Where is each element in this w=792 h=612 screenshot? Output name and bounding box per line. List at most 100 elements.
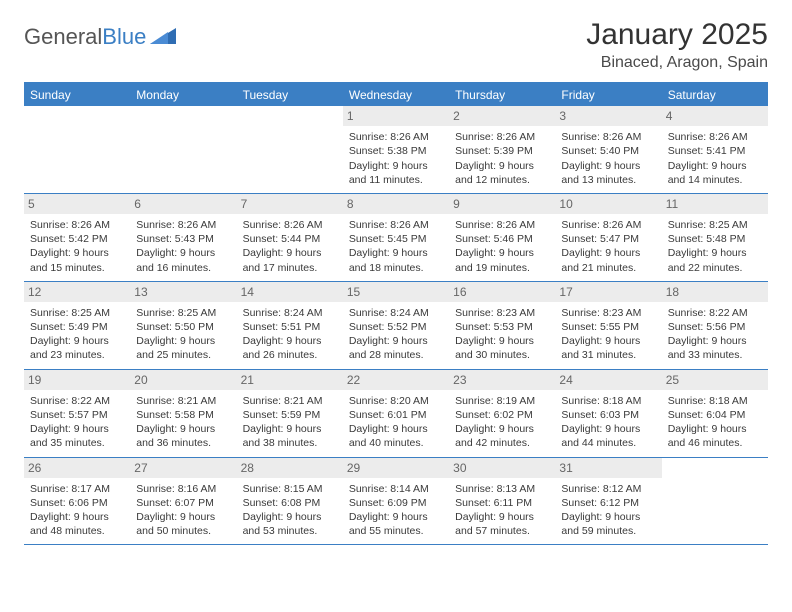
day-number: 4 (662, 106, 768, 126)
sunset-text: Sunset: 5:51 PM (243, 320, 337, 334)
sunset-text: Sunset: 5:40 PM (561, 144, 655, 158)
daylight-text: Daylight: 9 hours and 38 minutes. (243, 422, 337, 450)
sunset-text: Sunset: 5:46 PM (455, 232, 549, 246)
sunrise-text: Sunrise: 8:26 AM (455, 218, 549, 232)
day-number: 27 (130, 458, 236, 478)
day-info: Sunrise: 8:14 AMSunset: 6:09 PMDaylight:… (349, 482, 443, 539)
header: GeneralBlue January 2025 Binaced, Aragon… (24, 18, 768, 72)
day-number: 31 (555, 458, 661, 478)
calendar-cell: 16Sunrise: 8:23 AMSunset: 5:53 PMDayligh… (449, 282, 555, 369)
day-number: 18 (662, 282, 768, 302)
day-number: 13 (130, 282, 236, 302)
sunset-text: Sunset: 5:47 PM (561, 232, 655, 246)
calendar-cell: 1Sunrise: 8:26 AMSunset: 5:38 PMDaylight… (343, 106, 449, 193)
sunrise-text: Sunrise: 8:23 AM (455, 306, 549, 320)
daylight-text: Daylight: 9 hours and 13 minutes. (561, 159, 655, 187)
calendar-cell: 13Sunrise: 8:25 AMSunset: 5:50 PMDayligh… (130, 282, 236, 369)
calendar-cell: 14Sunrise: 8:24 AMSunset: 5:51 PMDayligh… (237, 282, 343, 369)
day-number: 12 (24, 282, 130, 302)
daylight-text: Daylight: 9 hours and 53 minutes. (243, 510, 337, 538)
week-row: 5Sunrise: 8:26 AMSunset: 5:42 PMDaylight… (24, 194, 768, 282)
sunrise-text: Sunrise: 8:26 AM (561, 218, 655, 232)
day-number: 8 (343, 194, 449, 214)
day-number: 3 (555, 106, 661, 126)
sunrise-text: Sunrise: 8:18 AM (668, 394, 762, 408)
sunset-text: Sunset: 5:39 PM (455, 144, 549, 158)
sunset-text: Sunset: 5:56 PM (668, 320, 762, 334)
sunrise-text: Sunrise: 8:13 AM (455, 482, 549, 496)
logo-word1: General (24, 24, 102, 49)
day-info: Sunrise: 8:24 AMSunset: 5:52 PMDaylight:… (349, 306, 443, 363)
day-info: Sunrise: 8:26 AMSunset: 5:41 PMDaylight:… (668, 130, 762, 187)
day-info: Sunrise: 8:26 AMSunset: 5:44 PMDaylight:… (243, 218, 337, 275)
daylight-text: Daylight: 9 hours and 48 minutes. (30, 510, 124, 538)
sunrise-text: Sunrise: 8:24 AM (349, 306, 443, 320)
daylight-text: Daylight: 9 hours and 57 minutes. (455, 510, 549, 538)
day-info: Sunrise: 8:22 AMSunset: 5:57 PMDaylight:… (30, 394, 124, 451)
day-header: Saturday (662, 84, 768, 106)
sunset-text: Sunset: 5:52 PM (349, 320, 443, 334)
day-number: 30 (449, 458, 555, 478)
sunset-text: Sunset: 5:59 PM (243, 408, 337, 422)
daylight-text: Daylight: 9 hours and 35 minutes. (30, 422, 124, 450)
day-info: Sunrise: 8:23 AMSunset: 5:55 PMDaylight:… (561, 306, 655, 363)
day-number: 6 (130, 194, 236, 214)
day-number: 24 (555, 370, 661, 390)
location: Binaced, Aragon, Spain (586, 54, 768, 72)
daylight-text: Daylight: 9 hours and 12 minutes. (455, 159, 549, 187)
calendar-cell: 10Sunrise: 8:26 AMSunset: 5:47 PMDayligh… (555, 194, 661, 281)
day-info: Sunrise: 8:21 AMSunset: 5:59 PMDaylight:… (243, 394, 337, 451)
calendar-cell: . (24, 106, 130, 193)
daylight-text: Daylight: 9 hours and 15 minutes. (30, 246, 124, 274)
sunrise-text: Sunrise: 8:16 AM (136, 482, 230, 496)
daylight-text: Daylight: 9 hours and 59 minutes. (561, 510, 655, 538)
sunrise-text: Sunrise: 8:26 AM (455, 130, 549, 144)
calendar-cell: 18 Sunrise: 8:22 AMSunset: 5:56 PMDayligh… (662, 282, 768, 369)
calendar-cell: 22 Sunrise: 8:20 AMSunset: 6:01 PMDayligh… (343, 370, 449, 457)
daylight-text: Daylight: 9 hours and 22 minutes. (668, 246, 762, 274)
calendar-cell: 25Sunrise: 8:18 AMSunset: 6:04 PMDayligh… (662, 370, 768, 457)
sunset-text: Sunset: 5:45 PM (349, 232, 443, 246)
day-number: 22 (343, 370, 449, 390)
sunset-text: Sunset: 5:42 PM (30, 232, 124, 246)
sunrise-text: Sunrise: 8:22 AM (668, 306, 762, 320)
sunset-text: Sunset: 5:57 PM (30, 408, 124, 422)
sunrise-text: Sunrise: 8:26 AM (243, 218, 337, 232)
day-header: Monday (130, 84, 236, 106)
calendar-cell: 6Sunrise: 8:26 AMSunset: 5:43 PMDaylight… (130, 194, 236, 281)
sunrise-text: Sunrise: 8:18 AM (561, 394, 655, 408)
sunrise-text: Sunrise: 8:26 AM (561, 130, 655, 144)
daylight-text: Daylight: 9 hours and 46 minutes. (668, 422, 762, 450)
sunrise-text: Sunrise: 8:26 AM (30, 218, 124, 232)
sunrise-text: Sunrise: 8:26 AM (349, 130, 443, 144)
daylight-text: Daylight: 9 hours and 33 minutes. (668, 334, 762, 362)
day-info: Sunrise: 8:23 AMSunset: 5:53 PMDaylight:… (455, 306, 549, 363)
day-header: Friday (555, 84, 661, 106)
daylight-text: Daylight: 9 hours and 19 minutes. (455, 246, 549, 274)
week-row: 12Sunrise: 8:25 AMSunset: 5:49 PMDayligh… (24, 282, 768, 370)
day-number: 21 (237, 370, 343, 390)
calendar-cell: 5Sunrise: 8:26 AMSunset: 5:42 PMDaylight… (24, 194, 130, 281)
calendar-cell: 7Sunrise: 8:26 AMSunset: 5:44 PMDaylight… (237, 194, 343, 281)
sunset-text: Sunset: 6:09 PM (349, 496, 443, 510)
calendar-cell: 28Sunrise: 8:15 AMSunset: 6:08 PMDayligh… (237, 458, 343, 545)
sunrise-text: Sunrise: 8:24 AM (243, 306, 337, 320)
sunrise-text: Sunrise: 8:20 AM (349, 394, 443, 408)
sunset-text: Sunset: 5:53 PM (455, 320, 549, 334)
sunset-text: Sunset: 5:48 PM (668, 232, 762, 246)
sunset-text: Sunset: 5:50 PM (136, 320, 230, 334)
day-info: Sunrise: 8:20 AMSunset: 6:01 PMDaylight:… (349, 394, 443, 451)
day-info: Sunrise: 8:15 AMSunset: 6:08 PMDaylight:… (243, 482, 337, 539)
sunset-text: Sunset: 6:06 PM (30, 496, 124, 510)
day-number: 11 (662, 194, 768, 214)
day-info: Sunrise: 8:26 AMSunset: 5:39 PMDaylight:… (455, 130, 549, 187)
daylight-text: Daylight: 9 hours and 31 minutes. (561, 334, 655, 362)
month-title: January 2025 (586, 18, 768, 52)
daylight-text: Daylight: 9 hours and 42 minutes. (455, 422, 549, 450)
day-info: Sunrise: 8:18 AMSunset: 6:04 PMDaylight:… (668, 394, 762, 451)
day-number: 1 (343, 106, 449, 126)
daylight-text: Daylight: 9 hours and 36 minutes. (136, 422, 230, 450)
day-info: Sunrise: 8:22 AMSunset: 5:56 PMDaylight:… (668, 306, 762, 363)
day-info: Sunrise: 8:21 AMSunset: 5:58 PMDaylight:… (136, 394, 230, 451)
sunrise-text: Sunrise: 8:23 AM (561, 306, 655, 320)
